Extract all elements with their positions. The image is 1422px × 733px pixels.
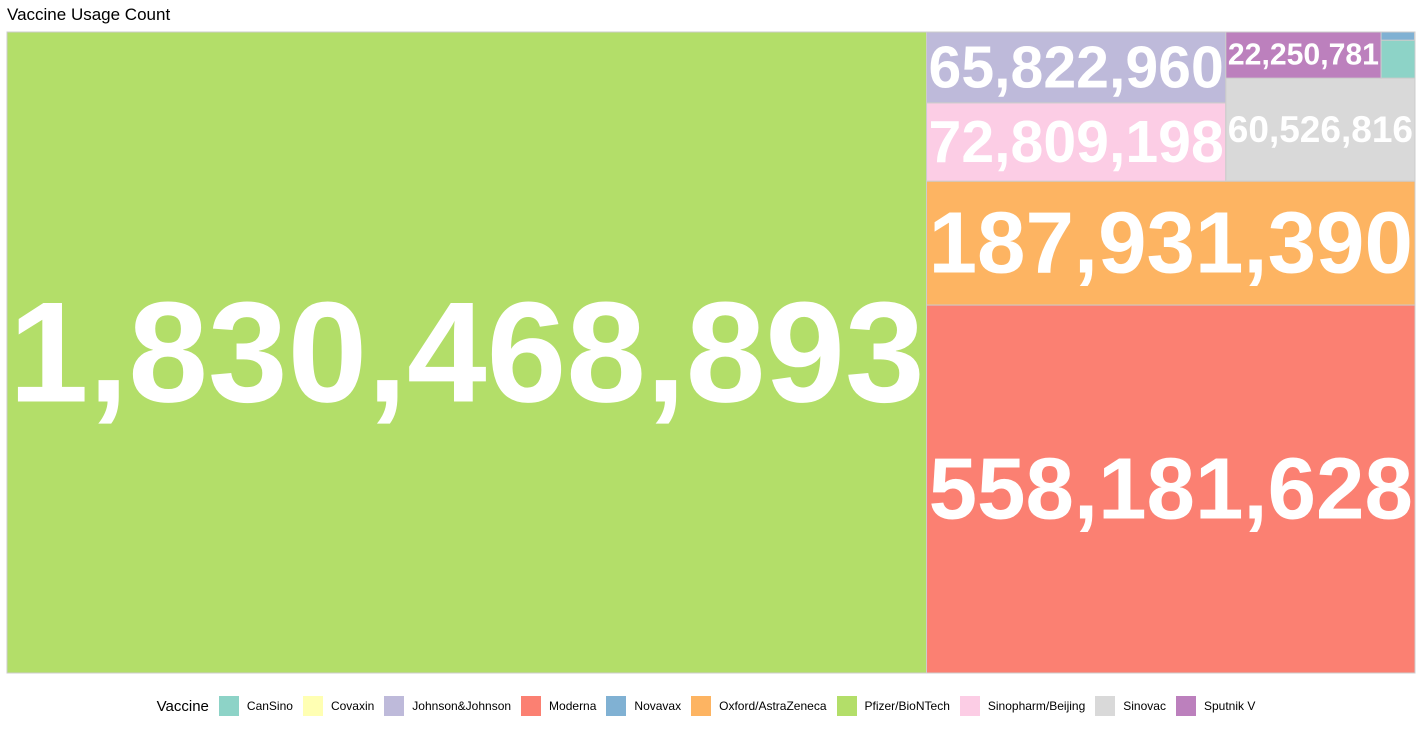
tile-label-sinovac: 60,526,816 <box>1228 109 1413 150</box>
legend-swatch <box>218 696 239 716</box>
legend-label: Johnson&Johnson <box>412 699 512 713</box>
tile-sinovac <box>1225 77 1416 182</box>
chart-title: Vaccine Usage Count <box>7 5 171 24</box>
legend-label: Moderna <box>549 699 597 713</box>
legend-swatch <box>302 696 323 716</box>
tile-label-johnson-johnson: 65,822,960 <box>929 34 1224 100</box>
legend-label: Novavax <box>634 699 682 713</box>
legend-label: Sinovac <box>1123 699 1166 713</box>
legend-swatch <box>1175 696 1196 716</box>
legend-item-covaxin: Covaxin <box>302 696 375 716</box>
legend-items: CanSino Covaxin Johnson&Johnson Moderna Nova… <box>218 696 1265 716</box>
legend-swatch <box>521 696 542 716</box>
legend-label: Oxford/AstraZeneca <box>719 699 827 713</box>
legend: Vaccine CanSino Covaxin Johnson&Johnson Mod… <box>0 696 1422 716</box>
tile-moderna <box>926 304 1416 674</box>
legend-item-oxford-astrazeneca: Oxford/AstraZeneca <box>691 696 827 716</box>
legend-swatch <box>384 696 405 716</box>
tile-pfizer-biontech <box>6 31 928 674</box>
legend-swatch <box>836 696 857 716</box>
tile-label-oxford-astrazeneca: 187,931,390 <box>929 195 1413 292</box>
tile-cansino <box>1380 39 1416 79</box>
legend-label: Sinopharm/Beijing <box>987 699 1086 713</box>
tile-novavax <box>1380 31 1416 41</box>
legend-item-novavax: Novavax <box>606 696 681 716</box>
legend-item-moderna: Moderna <box>521 696 596 716</box>
legend-swatch <box>1095 696 1116 716</box>
legend-swatch <box>606 696 627 716</box>
legend-label: CanSino <box>246 699 293 713</box>
tile-covaxin <box>1414 31 1416 41</box>
tile-label-moderna: 558,181,628 <box>929 441 1413 538</box>
tile-label-sinopharm-beijing: 72,809,198 <box>929 109 1224 175</box>
legend-item-sputnik-v: Sputnik V <box>1175 696 1256 716</box>
tile-label-pfizer-biontech: 1,830,468,893 <box>9 273 925 433</box>
legend-label: Sputnik V <box>1203 699 1256 713</box>
legend-label: Pfizer/BioNTech <box>864 699 950 713</box>
legend-item-cansino: CanSino <box>218 696 293 716</box>
tile-sputnik-v <box>1225 31 1382 79</box>
tile-label-sputnik-v: 22,250,781 <box>1228 39 1379 72</box>
tile-johnson-johnson <box>926 31 1227 104</box>
legend-item-sinovac: Sinovac <box>1095 696 1166 716</box>
tile-oxford-astrazeneca <box>926 180 1416 306</box>
legend-swatch <box>691 696 712 716</box>
legend-item-johnson-johnson: Johnson&Johnson <box>384 696 511 716</box>
legend-swatch <box>959 696 980 716</box>
legend-title: Vaccine <box>156 697 209 715</box>
legend-item-pfizer-biontech: Pfizer/BioNTech <box>836 696 950 716</box>
legend-label: Covaxin <box>330 699 375 713</box>
tile-sinopharm-beijing <box>926 102 1227 182</box>
legend-item-sinopharm-beijing: Sinopharm/Beijing <box>959 696 1086 716</box>
